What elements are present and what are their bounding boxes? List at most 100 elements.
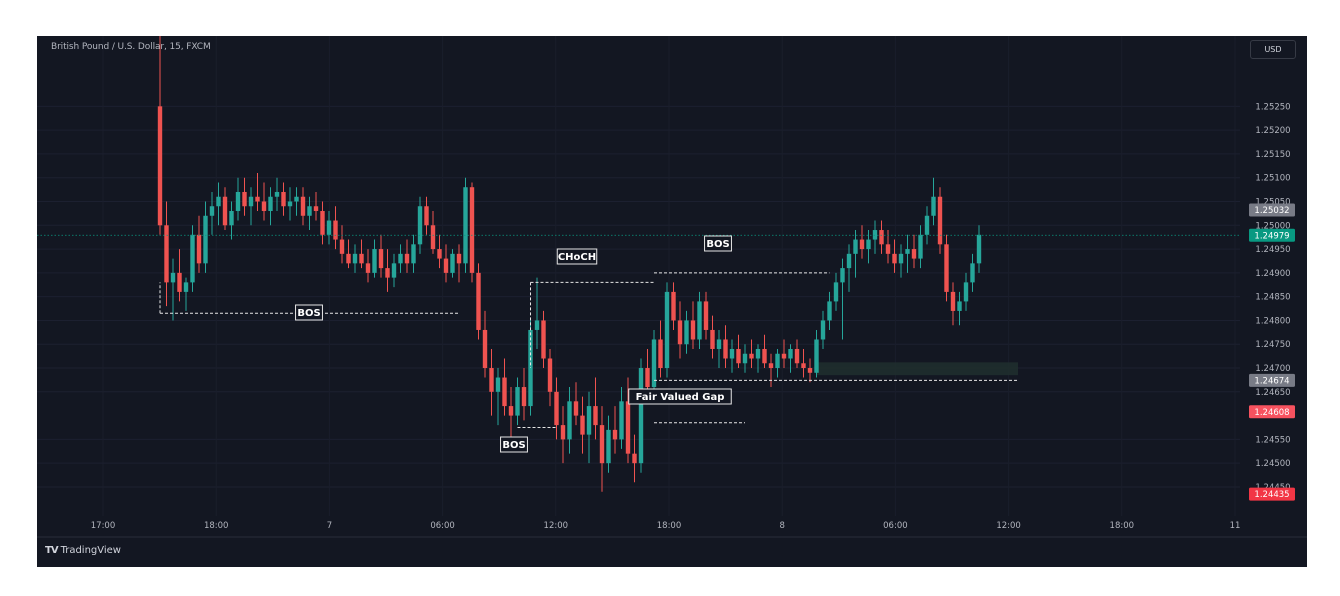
price-label-badge: 1.24435 — [1249, 487, 1295, 501]
candle-body — [365, 263, 371, 273]
candle-body — [287, 201, 293, 207]
candle-body — [827, 301, 832, 321]
candle-body — [339, 239, 345, 254]
candle — [859, 225, 865, 259]
candle-body — [619, 401, 624, 440]
candle — [658, 320, 663, 378]
annotation-label-box — [704, 235, 732, 252]
candle-body — [833, 282, 839, 302]
brand-name: TradingView — [60, 545, 121, 556]
candle — [586, 391, 592, 464]
candle-body — [944, 244, 949, 292]
candle-body — [534, 320, 540, 330]
candle — [326, 211, 332, 245]
candle-body — [853, 239, 858, 254]
candle — [170, 258, 176, 321]
annotation-label-box — [295, 304, 323, 321]
price-tick-label: 1.25200 — [1255, 126, 1290, 136]
candle — [853, 230, 858, 278]
price-label-text: 1.24674 — [1254, 376, 1289, 386]
candle — [664, 282, 670, 378]
candle — [281, 182, 286, 216]
price-tick-label: 1.25250 — [1255, 102, 1290, 112]
candle — [242, 177, 247, 216]
price-chart[interactable]: BOS CHoCH BOS BOS Fair Valued Gap 1.25250 1.2… — [37, 36, 1307, 567]
candle — [846, 244, 852, 292]
annotation-label-text: CHoCH — [558, 252, 596, 263]
price-tick-label: 1.24800 — [1255, 316, 1290, 326]
candle-body — [976, 234, 982, 264]
candle — [547, 348, 553, 407]
candle-body — [281, 191, 286, 207]
price-tick-label: 1.25150 — [1255, 150, 1290, 160]
candle — [216, 182, 221, 226]
candle — [866, 230, 871, 264]
candle — [716, 329, 722, 369]
candle-body — [222, 196, 228, 226]
candle — [359, 239, 364, 269]
candle — [827, 291, 832, 330]
candle-body — [911, 249, 917, 259]
candle — [398, 244, 403, 273]
candle-body — [762, 348, 767, 364]
chart-frame: BOS CHoCH BOS BOS Fair Valued Gap 1.25250 1.2… — [37, 36, 1307, 567]
candle — [430, 211, 436, 254]
candle-body — [671, 291, 676, 321]
candle — [606, 415, 611, 473]
candle-body — [300, 196, 306, 216]
candle-body — [469, 187, 475, 273]
candle-body — [404, 253, 410, 264]
price-label-box — [1249, 373, 1295, 387]
candle-body — [248, 196, 254, 207]
tradingview-logo-icon: TV — [45, 545, 59, 556]
candle — [638, 358, 644, 473]
candle-body — [970, 263, 975, 283]
candle — [391, 253, 397, 288]
candle-body — [690, 320, 696, 340]
candle-body — [866, 239, 871, 250]
candle-body — [443, 258, 449, 273]
price-tick-label: 1.24700 — [1255, 364, 1290, 374]
candle-body — [736, 348, 741, 364]
price-label-text: 1.25032 — [1254, 206, 1289, 216]
footer-branding[interactable]: TV TradingView — [45, 545, 121, 556]
price-axis[interactable]: 1.252501.252001.251501.251001.250501.250… — [1249, 102, 1295, 501]
candle — [820, 310, 826, 349]
candle-body — [599, 425, 605, 464]
candle-body — [729, 348, 735, 359]
candle-body — [755, 348, 761, 359]
candle-body — [352, 253, 358, 264]
candle-body — [255, 196, 260, 202]
time-axis[interactable]: 17:00 18:00 7 06:00 12:00 18:00 8 06:00 12:00 18:… — [37, 521, 1307, 538]
candle — [749, 339, 754, 369]
candle — [482, 310, 488, 378]
candle-body — [508, 406, 514, 416]
candle — [255, 172, 260, 212]
candle-body — [430, 225, 436, 250]
candle — [320, 201, 325, 245]
candle — [294, 187, 299, 216]
candle-body — [716, 339, 722, 349]
candle-body — [495, 377, 501, 392]
candle — [164, 201, 169, 307]
price-tick-label: 1.24650 — [1255, 388, 1290, 398]
candle-body — [359, 253, 364, 264]
annotation-label: Fair Valued Gap — [628, 388, 732, 405]
candle — [203, 201, 208, 273]
price-label-badge: 1.24979 — [1249, 228, 1295, 242]
candle — [287, 187, 293, 221]
candle-body — [703, 301, 709, 330]
candle — [898, 244, 904, 278]
currency-button[interactable]: USD — [1250, 40, 1296, 59]
candle-body — [664, 291, 670, 369]
candle — [560, 406, 566, 464]
candle-layer — [157, 36, 982, 492]
candle — [599, 406, 605, 492]
candle — [424, 196, 429, 235]
annotation-label-box — [500, 436, 528, 453]
candle — [339, 225, 345, 264]
price-label-badge: 1.25032 — [1249, 203, 1295, 217]
candle-body — [502, 377, 507, 407]
annotation-label-text: BOS — [706, 239, 729, 250]
candle — [768, 353, 774, 388]
